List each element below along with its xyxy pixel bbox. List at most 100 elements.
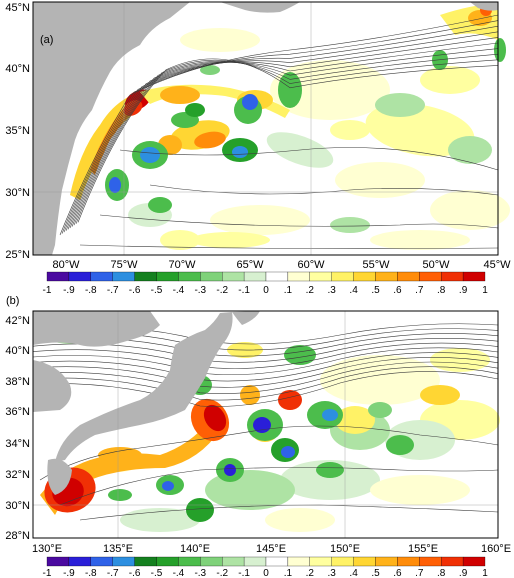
land-hokkaido [232, 311, 260, 325]
sst-contour [119, 147, 499, 171]
colorbar-swatch [265, 556, 289, 567]
graticule-b [33, 311, 498, 538]
land-korea-china [33, 311, 160, 347]
colorbar-label: 1 [482, 568, 488, 578]
colorbar-label: .1 [284, 285, 293, 296]
colorbar-b: -1 -.9 -.8 -.7 -.6 -.5 -.4 -.3 -.2 -.1 0 .1 .2 .3 .4 .5… [43, 556, 488, 578]
anomaly-blob [242, 94, 258, 110]
colorbar-swatch [353, 556, 376, 567]
lon-tick-label: 65°W [236, 259, 264, 271]
land-korea [33, 360, 72, 412]
lat-tick-label: 40°N [5, 345, 30, 357]
colorbar-swatch [68, 556, 91, 567]
colorbar-label: -.1 [238, 568, 250, 578]
lat-tick-label: 30°N [5, 187, 30, 199]
lat-axis-a: 45°N 40°N 35°N 30°N 25°N [5, 2, 30, 261]
colorbar-label: -1 [43, 285, 52, 296]
lat-tick-label: 25°N [5, 249, 30, 261]
anomaly-blob [278, 72, 302, 108]
colorbar-swatch [419, 271, 442, 282]
colorbar-label: -.4 [173, 568, 185, 578]
anomaly-blob [210, 205, 310, 235]
colorbar-swatch [309, 271, 332, 282]
anomaly-blob [335, 162, 425, 198]
sst-contour [77, 58, 499, 223]
lon-tick-label: 80°W [52, 259, 80, 271]
lon-tick-label: 155°E [408, 543, 438, 555]
colorbar-label: .8 [437, 285, 446, 296]
anomaly-blob [194, 131, 226, 149]
colorbar-swatch [441, 271, 464, 282]
colorbar-label: -.3 [194, 568, 206, 578]
colorbar-label: -.6 [129, 568, 141, 578]
colorbar-swatch [68, 271, 91, 282]
colorbar-swatch [134, 271, 157, 282]
colorbar-label: .6 [393, 568, 402, 578]
colorbar-swatch [441, 556, 464, 567]
colorbar-label: .9 [459, 568, 468, 578]
sst-contour [32, 347, 499, 376]
colorbar-swatch [265, 271, 289, 282]
colorbar-swatch [200, 271, 223, 282]
colorbar-a: -1 -.9 -.8 -.7 -.6 -.5 -.4 -.3 -.2 -.1 0 .1 .2 .3 .4 .5… [43, 271, 488, 296]
colorbar-label: .5 [371, 568, 380, 578]
anomaly-blob [190, 232, 270, 248]
lon-axis-a: 80°W 75°W 70°W 65°W 60°W 55°W 50°W 45°W [52, 259, 511, 271]
land-mask-a [33, 2, 498, 255]
colorbar-label: -.3 [194, 285, 206, 296]
sst-contour [79, 244, 499, 249]
colorbar-label: .2 [306, 285, 315, 296]
lat-tick-label: 45°N [5, 2, 30, 14]
anomaly-blob [185, 103, 205, 117]
sst-contour [59, 467, 499, 506]
anomaly-blob [265, 508, 335, 532]
sst-contour [32, 361, 499, 395]
anomaly-blob [148, 197, 172, 213]
anomaly-blob [330, 120, 370, 140]
anomaly-blob [109, 177, 121, 193]
colorbar-label: -.8 [85, 285, 97, 296]
sst-contour [32, 352, 499, 382]
lon-tick-label: 60°W [297, 259, 325, 271]
anomaly-blob [420, 385, 460, 405]
colorbar-label: .4 [349, 568, 358, 578]
lon-tick-label: 140°E [180, 543, 210, 555]
anomaly-blob [98, 447, 142, 463]
anomaly-blob [430, 190, 510, 230]
anomaly-blob [368, 402, 392, 418]
lon-axis-b: 130°E 135°E 140°E 145°E 150°E 155°E 160°E [32, 543, 511, 555]
panel-a-map: (a) 80°W 75°W 70°W 65°W 60°W 55°W 50°W 45°W 45°… [5, 1, 511, 271]
sst-contour [32, 366, 499, 401]
sst-contour [75, 59, 499, 224]
colorbar-swatch [309, 556, 332, 567]
lon-tick-label: 75°W [110, 259, 138, 271]
colorbar-label: .3 [328, 285, 337, 296]
colorbar-swatch [353, 271, 376, 282]
anomaly-blob [160, 86, 200, 104]
anomaly-blob [162, 481, 174, 491]
lat-axis-b: 42°N 40°N 38°N 36°N 34°N 32°N 30°N 28°N [5, 315, 30, 542]
colorbar-label: -.9 [63, 568, 75, 578]
colorbar-label: -.2 [216, 285, 228, 296]
colorbar-label: -.5 [151, 285, 163, 296]
lat-tick-label: 42°N [5, 315, 30, 327]
lat-tick-label: 32°N [5, 469, 30, 481]
anomaly-blob [200, 65, 220, 75]
land-north-america [33, 2, 190, 255]
lon-tick-label: 145°E [256, 543, 286, 555]
colorbar-swatch [243, 556, 267, 567]
anomaly-blob [240, 385, 260, 405]
land-newfoundland [470, 2, 498, 11]
lat-tick-label: 35°N [5, 125, 30, 137]
lat-tick-label: 30°N [5, 500, 30, 512]
colorbar-swatch [375, 271, 398, 282]
sst-contours-a [59, 14, 499, 249]
colorbar-label: .8 [437, 568, 446, 578]
anomaly-blob [322, 409, 338, 421]
colorbar-swatch [397, 271, 420, 282]
colorbar-label: -.4 [173, 285, 185, 296]
colorbar-swatch [243, 271, 267, 282]
anomaly-blob [160, 230, 200, 250]
colorbar-label: -.1 [238, 285, 250, 296]
